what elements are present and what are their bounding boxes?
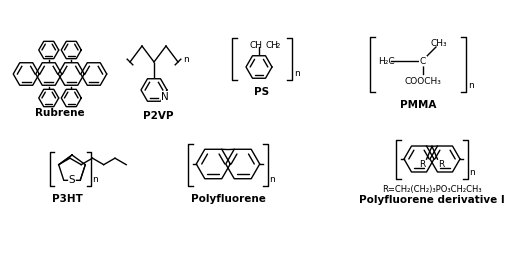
Text: CH: CH — [265, 41, 278, 50]
Text: R=CH₂(CH₂)₃PO₃CH₂CH₃: R=CH₂(CH₂)₃PO₃CH₂CH₃ — [382, 185, 482, 194]
Text: n: n — [183, 54, 189, 63]
Text: CH: CH — [250, 41, 263, 50]
Text: PMMA: PMMA — [400, 99, 436, 110]
Text: P2VP: P2VP — [143, 111, 173, 121]
Text: P3HT: P3HT — [51, 194, 83, 204]
Text: 2: 2 — [276, 43, 280, 49]
Text: PS: PS — [254, 87, 269, 97]
Text: n: n — [469, 168, 475, 177]
Text: CH₃: CH₃ — [431, 39, 447, 47]
Text: Polyfluorene: Polyfluorene — [190, 194, 265, 204]
Text: R: R — [419, 160, 425, 169]
Text: n: n — [269, 175, 275, 184]
Text: N: N — [161, 91, 169, 102]
Text: S: S — [69, 175, 75, 185]
Text: C: C — [420, 56, 426, 66]
Text: COOCH₃: COOCH₃ — [405, 76, 441, 85]
Text: R: R — [438, 160, 445, 169]
Text: H₂C: H₂C — [378, 56, 395, 66]
Text: n: n — [92, 175, 98, 184]
Text: n: n — [294, 69, 300, 78]
Text: Rubrene: Rubrene — [35, 108, 85, 118]
Text: n: n — [468, 81, 474, 90]
Text: Polyfluorene derivative I: Polyfluorene derivative I — [359, 195, 505, 205]
